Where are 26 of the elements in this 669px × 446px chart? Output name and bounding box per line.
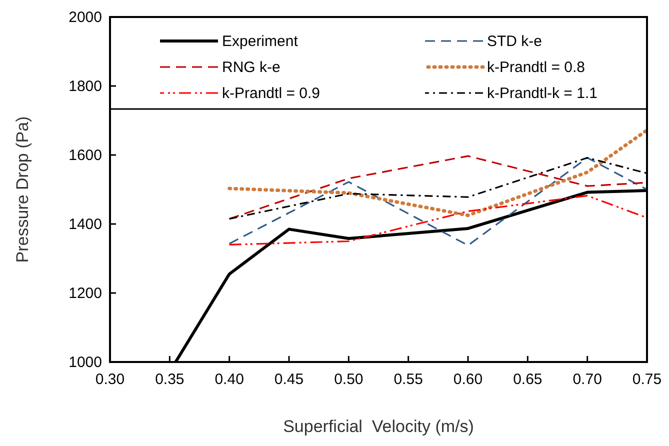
- x-tick-label: 0.50: [334, 371, 364, 388]
- legend-label: k-Prandtl-k = 1.1: [487, 85, 598, 102]
- x-tick-label: 0.60: [453, 371, 483, 388]
- y-axis-title: Pressure Drop (Pa): [13, 116, 32, 263]
- line-series: [228, 128, 649, 218]
- legend-label: STD k-e: [487, 33, 542, 50]
- line-series: [228, 156, 648, 246]
- x-tick-label: 0.65: [513, 371, 542, 388]
- x-tick-label: 0.30: [95, 371, 125, 388]
- y-tick-label: 2000: [68, 9, 102, 26]
- legend-label: k-Prandtl = 0.9: [222, 85, 320, 102]
- y-tick-label: 1600: [68, 147, 102, 164]
- x-tick-label: 0.35: [155, 371, 184, 388]
- y-tick-label: 1800: [68, 78, 102, 95]
- x-tick-label: 0.45: [274, 371, 304, 388]
- x-tick-label: 0.75: [632, 371, 662, 388]
- x-tick-label: 0.70: [572, 371, 602, 388]
- x-axis-title: Superficial Velocity (m/s): [283, 417, 474, 436]
- legend-label: Experiment: [222, 33, 299, 50]
- y-tick-label: 1000: [68, 354, 102, 371]
- x-tick-label: 0.55: [394, 371, 423, 388]
- legend-label: RNG k-e: [222, 59, 280, 76]
- y-tick-label: 1200: [68, 285, 102, 302]
- x-tick-label: 0.40: [214, 371, 244, 388]
- legend-label: k-Prandtl = 0.8: [487, 59, 585, 76]
- y-tick-label: 1400: [68, 216, 102, 233]
